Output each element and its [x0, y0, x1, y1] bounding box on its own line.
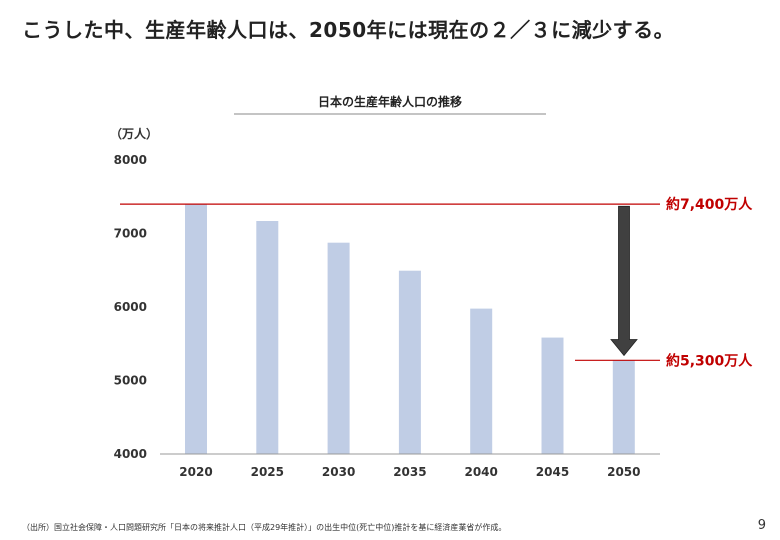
bar-2020	[185, 203, 207, 454]
y-tick-label: 7000	[114, 227, 147, 241]
x-tick-label: 2045	[536, 465, 569, 479]
y-axis-unit-label: （万人）	[110, 126, 158, 141]
callout-high: 約7,400万人	[666, 196, 753, 213]
decline-arrow	[610, 205, 638, 357]
y-tick-label: 4000	[114, 447, 147, 461]
x-tick-label: 2050	[607, 465, 640, 479]
bar-2040	[470, 308, 493, 454]
slide-title: こうした中、生産年齢人口は、2050年には現在の２／３に減少する。	[22, 18, 675, 42]
bars	[185, 203, 635, 454]
y-tick-label: 5000	[114, 374, 147, 388]
bar-2030	[327, 242, 350, 454]
page-number: 9	[757, 518, 766, 533]
x-tick-label: 2035	[393, 465, 426, 479]
x-axis-ticks: 2020 2025 2030 2035 2040 2045 2050	[179, 465, 640, 479]
y-tick-label: 8000	[114, 153, 147, 167]
bar-2045	[541, 337, 564, 454]
bar-2035	[398, 270, 421, 454]
bar-2025	[256, 221, 279, 454]
x-tick-label: 2030	[322, 465, 355, 479]
x-tick-label: 2020	[179, 465, 212, 479]
y-axis-ticks: 4000 5000 6000 7000 8000	[114, 153, 147, 461]
x-tick-label: 2040	[464, 465, 497, 479]
bar-2050	[612, 360, 635, 454]
callout-low: 約5,300万人	[666, 352, 753, 369]
y-tick-label: 6000	[114, 300, 147, 314]
chart-title: 日本の生産年齢人口の推移	[318, 94, 462, 109]
source-note: （出所）国立社会保障・人口問題研究所「日本の将来推計人口（平成29年推計）」の出…	[22, 523, 507, 532]
x-tick-label: 2025	[251, 465, 284, 479]
